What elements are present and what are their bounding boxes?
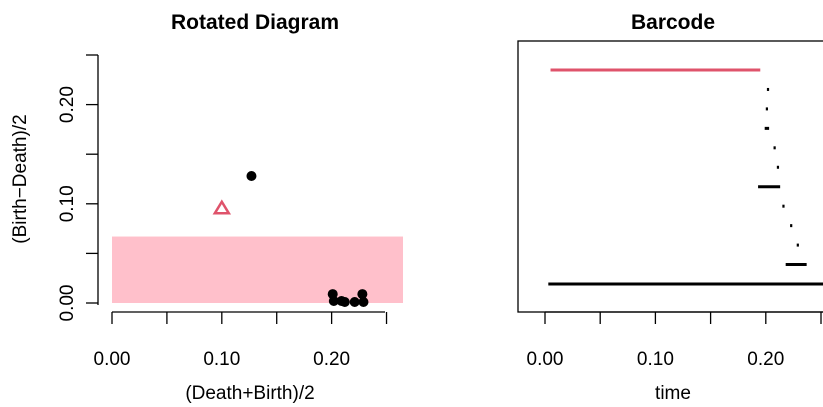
barcode-panel: Barcode 0.00 0.10 0.20 time	[517, 11, 823, 404]
x-ticks: 0.00 0.10 0.20	[94, 312, 388, 370]
barcode-x-axis-label: time	[655, 383, 691, 404]
rotated-diagram-title: Rotated Diagram	[171, 11, 339, 34]
barcode-bars	[548, 68, 823, 286]
y-tick-label: 0.10	[57, 185, 78, 222]
diagram-point	[349, 297, 360, 308]
x-tick-label: 0.10	[203, 349, 240, 370]
diagram-point	[357, 289, 368, 300]
rotated-diagram-panel: Rotated Diagram 0.00 0.10 0.20 0.00 0.10 0.2…	[10, 11, 403, 404]
barcode-x-tick-label: 0.00	[527, 349, 564, 370]
barcode-plot-frame	[517, 40, 823, 313]
diagram-point	[358, 297, 369, 308]
diagram-point	[339, 297, 350, 308]
x-tick-label: 0.00	[94, 349, 131, 370]
y-tick-label: 0.00	[57, 285, 78, 322]
x-tick-label: 0.20	[313, 349, 350, 370]
diagram-point	[328, 296, 339, 307]
y-axis-label: (Birth−Death)/2	[10, 114, 31, 243]
diagram-triangle-point	[212, 199, 232, 215]
band-region	[112, 236, 403, 303]
x-axis-label: (Death+Birth)/2	[185, 383, 314, 404]
y-tick-label: 0.20	[57, 86, 78, 123]
barcode-title: Barcode	[631, 11, 715, 34]
diagram-point	[246, 171, 257, 182]
barcode-x-tick-label: 0.10	[637, 349, 674, 370]
rotated-diagram-axes	[97, 55, 385, 313]
diagram-points	[212, 171, 369, 308]
barcode-x-tick-label: 0.20	[747, 349, 784, 370]
barcode-x-ticks: 0.00 0.10 0.20	[527, 312, 822, 370]
y-ticks: 0.00 0.10 0.20	[57, 54, 98, 322]
